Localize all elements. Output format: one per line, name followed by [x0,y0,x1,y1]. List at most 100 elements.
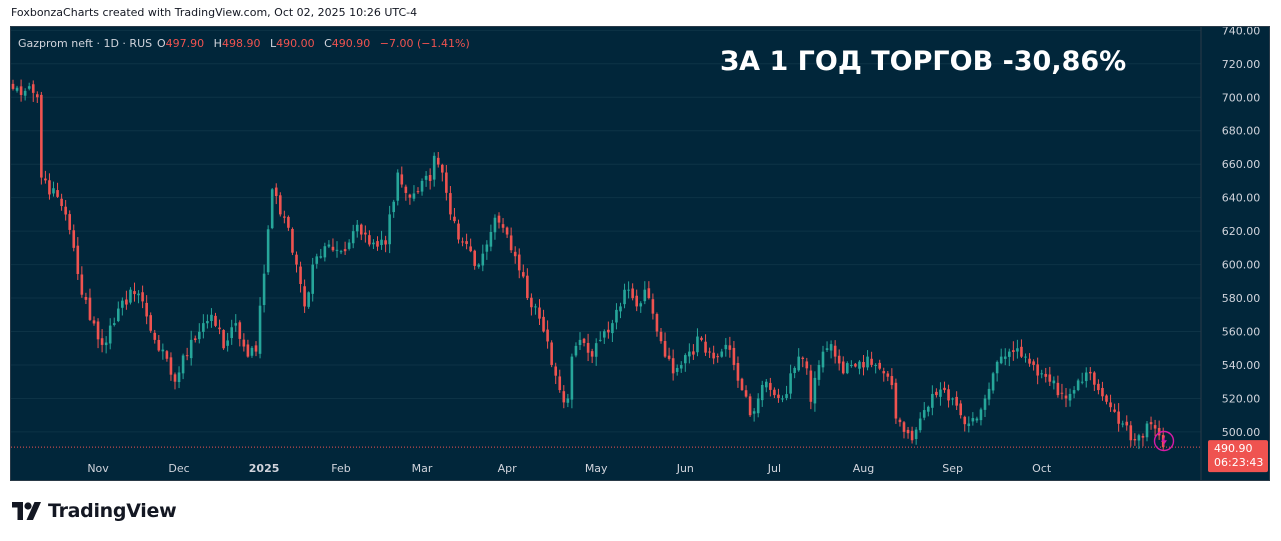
candle[interactable] [1036,357,1039,385]
candle[interactable] [210,308,213,328]
legend-symbol[interactable]: Gazprom neft · 1D · RUS [18,37,152,50]
candle[interactable] [461,237,464,247]
candle[interactable] [983,394,987,417]
candle[interactable] [384,235,387,253]
candle[interactable] [173,372,177,390]
candle[interactable] [404,184,408,201]
candle[interactable] [643,281,647,305]
candle[interactable] [797,348,800,372]
candle[interactable] [813,371,817,412]
candle[interactable] [355,220,359,238]
candle[interactable] [351,224,355,249]
candle[interactable] [44,170,47,184]
candle[interactable] [137,290,140,304]
candle[interactable] [667,347,671,361]
candle[interactable] [274,183,278,205]
candle[interactable] [817,360,821,386]
candle[interactable] [100,329,104,353]
candle[interactable] [675,364,679,376]
candle[interactable] [526,268,529,300]
candle[interactable] [566,393,570,408]
candle[interactable] [995,360,999,382]
candle[interactable] [931,385,934,416]
candle[interactable] [279,192,282,217]
candle[interactable] [262,264,266,313]
candle[interactable] [153,329,157,344]
candle[interactable] [189,330,193,366]
candle[interactable] [169,352,173,381]
candle[interactable] [477,263,481,269]
candle[interactable] [594,338,598,366]
candle[interactable] [181,353,185,380]
candle[interactable] [283,210,286,224]
candle[interactable] [611,319,614,342]
candle[interactable] [11,79,15,91]
candle[interactable] [979,407,983,426]
candle[interactable] [773,387,776,399]
candle[interactable] [226,332,229,352]
candle[interactable] [607,321,610,339]
candle[interactable] [898,417,902,427]
candle[interactable] [760,380,764,407]
candle[interactable] [902,421,906,439]
candle[interactable] [1137,433,1141,450]
candle[interactable] [655,312,659,337]
candle[interactable] [52,181,55,197]
candle[interactable] [736,356,740,388]
candle[interactable] [206,314,209,329]
candle[interactable] [1125,415,1129,431]
candle[interactable] [991,371,995,394]
candle[interactable] [530,293,533,316]
candle[interactable] [947,384,950,408]
candle[interactable] [185,347,189,361]
candle[interactable] [615,303,618,330]
candle[interactable] [513,246,517,264]
candle[interactable] [846,361,849,375]
candle[interactable] [906,426,910,439]
candle[interactable] [360,223,363,241]
candle[interactable] [291,227,294,256]
candle[interactable] [1008,348,1011,367]
candle[interactable] [886,370,890,382]
candle[interactable] [1080,372,1084,385]
candle[interactable] [1020,339,1023,358]
candle[interactable] [639,301,643,313]
candle[interactable] [60,193,63,211]
candle[interactable] [112,317,116,327]
candle[interactable] [1016,339,1019,359]
candle[interactable] [740,377,744,391]
candle[interactable] [198,323,201,344]
candle[interactable] [222,329,225,350]
candle[interactable] [967,416,971,433]
candle[interactable] [84,292,88,305]
candle[interactable] [372,239,375,250]
candle[interactable] [64,200,67,221]
candle[interactable] [578,332,582,351]
candle[interactable] [785,385,788,401]
candle[interactable] [469,238,472,253]
candle[interactable] [145,295,148,325]
candle[interactable] [627,281,630,299]
candle[interactable] [781,395,784,403]
candle[interactable] [696,328,699,357]
candle[interactable] [505,226,509,239]
candle[interactable] [19,79,23,102]
candle[interactable] [651,293,655,320]
candle[interactable] [910,426,914,444]
candle[interactable] [453,207,456,224]
candle[interactable] [756,393,760,418]
candle[interactable] [538,299,541,326]
candle[interactable] [80,266,84,298]
candle[interactable] [315,253,319,269]
candle[interactable] [894,378,898,424]
candle[interactable] [631,283,634,301]
candle[interactable] [951,397,954,406]
candle[interactable] [1153,419,1157,437]
candle[interactable] [554,362,557,385]
candle[interactable] [971,412,975,426]
candle[interactable] [619,302,622,319]
candle[interactable] [92,316,96,326]
candle[interactable] [416,187,420,194]
candle[interactable] [874,363,877,374]
candle[interactable] [1028,353,1031,367]
